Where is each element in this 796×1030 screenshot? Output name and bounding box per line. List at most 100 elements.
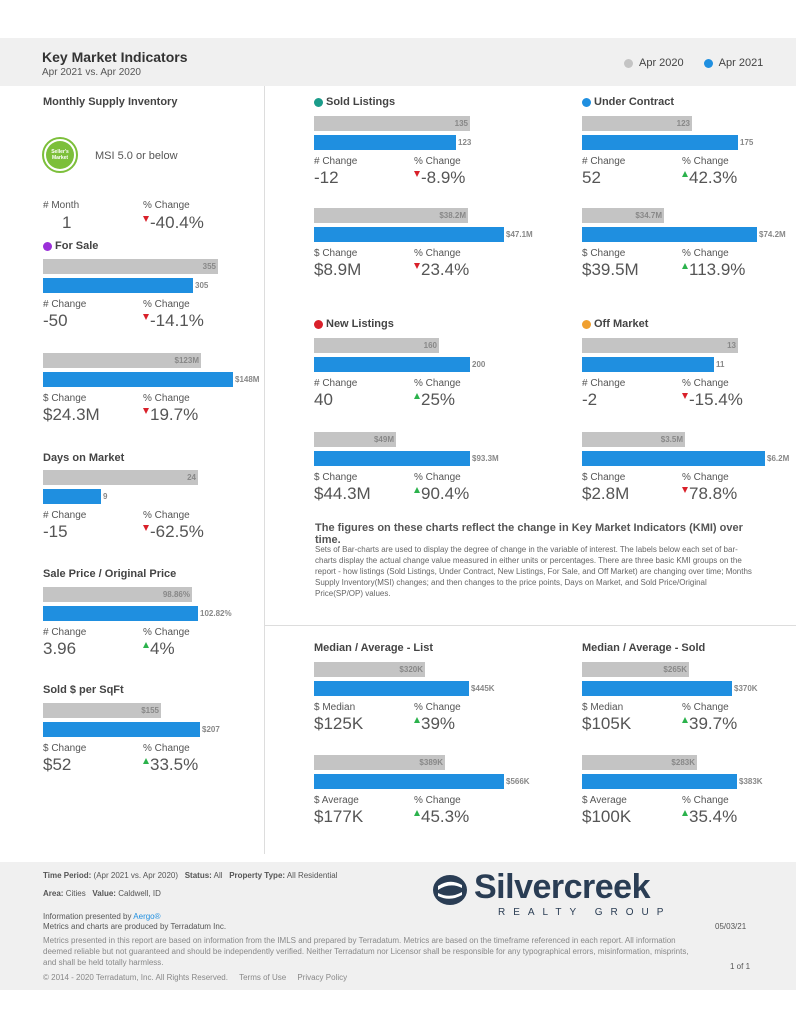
off-market-count-pct: -15.4% <box>682 390 743 410</box>
median-sold-average-bar-curr <box>582 774 737 789</box>
for-sale-dollar-change-label: $ Change <box>43 393 87 404</box>
logo-wordmark: Silvercreek <box>474 868 651 906</box>
footer-area: Area: Cities Value: Caldwell, ID <box>43 889 161 898</box>
days-on-market-pct-label: % Change <box>143 510 190 521</box>
for-sale-dollar-pct-value: 19.7% <box>150 405 199 424</box>
sale-price-ratio-bar-curr <box>43 606 198 621</box>
sold-per-sqft-pct: 33.5% <box>143 755 198 775</box>
median-sold-median-change-label: $ Median <box>582 702 624 713</box>
sold-listings-dollar-change-value: $8.9M <box>314 260 362 279</box>
privacy-link[interactable]: Privacy Policy <box>297 973 348 982</box>
status-label: Status: <box>184 871 212 880</box>
for-sale-count-bar-curr-label: 305 <box>195 281 209 290</box>
sold-listings-dollar-bar-prev <box>314 208 468 223</box>
under-contract-count-bar-curr-label: 175 <box>740 138 754 147</box>
value-label: Value: <box>92 889 116 898</box>
sold-listings-count-bar-prev <box>314 116 470 131</box>
sold-listings-dollar-pct: 23.4% <box>414 260 469 280</box>
new-listings-count-pct-value: 25% <box>421 390 456 409</box>
property-type-label: Property Type: <box>229 871 286 880</box>
sale-price-ratio-pct: 4% <box>143 639 175 659</box>
up-arrow-icon <box>414 717 420 723</box>
median-sold-title-text: Median / Average - Sold <box>582 642 706 654</box>
terms-link[interactable]: Terms of Use <box>239 973 287 982</box>
under-contract-dot-icon <box>582 97 591 107</box>
median-sold-median-bar-curr-label: $370K <box>734 684 758 693</box>
median-list-average-bar-curr <box>314 774 504 789</box>
for-sale-title-text: For Sale <box>55 240 99 252</box>
new-listings-dollar-pct: 90.4% <box>414 484 469 504</box>
new-listings-count-pct: 25% <box>414 390 455 410</box>
under-contract-title-text: Under Contract <box>594 96 675 108</box>
under-contract-dollar-bar-curr <box>582 227 757 242</box>
new-listings-dollar-bar-curr-label: $93.3M <box>472 454 499 463</box>
sale-price-ratio-title-text: Sale Price / Original Price <box>43 568 177 580</box>
for-sale-count-pct: -14.1% <box>143 311 204 331</box>
new-listings-count-bar-curr-label: 200 <box>472 360 486 369</box>
under-contract-dollar-pct-label: % Change <box>682 248 729 259</box>
median-list-average-pct: 45.3% <box>414 807 469 827</box>
up-arrow-icon <box>414 393 420 399</box>
sellers-market-badge-icon: Seller's Market <box>42 137 78 173</box>
aergo-link[interactable]: Aergo® <box>133 912 161 921</box>
median-sold-average-change-value: $100K <box>582 807 632 826</box>
msi-pct-label: % Change <box>143 200 190 211</box>
for-sale-dollar-bar-curr-label: $148M <box>235 375 260 384</box>
days-on-market-bar-prev-label: 24 <box>187 473 196 482</box>
under-contract-dollar-bar-prev <box>582 208 664 223</box>
sold-per-sqft-bar-curr <box>43 722 200 737</box>
legend-prev-label: Apr 2020 <box>639 57 684 69</box>
time-period-label: Time Period: <box>43 871 92 880</box>
sale-price-ratio-pct-value: 4% <box>150 639 175 658</box>
median-list-average-bar-prev <box>314 755 445 770</box>
produced-by: Metrics and charts are produced by Terra… <box>43 922 227 931</box>
sold-listings-dot-icon <box>314 97 323 107</box>
area-value: Cities <box>65 889 86 898</box>
presented-by-text: Information presented by <box>43 912 132 921</box>
for-sale-count-pct-value: -14.1% <box>150 311 204 330</box>
report-header <box>0 38 796 86</box>
median-list-median-bar-curr-label: $445K <box>471 684 495 693</box>
off-market-dollar-change-label: $ Change <box>582 472 626 483</box>
under-contract-title: Under Contract <box>582 96 674 108</box>
report-page <box>0 38 796 990</box>
for-sale-dollar-bar-curr <box>43 372 233 387</box>
under-contract-dollar-change-value: $39.5M <box>582 260 639 279</box>
median-list-average-bar-curr-label: $566K <box>506 777 530 786</box>
for-sale-count-change-value: -50 <box>43 311 68 330</box>
median-list-median-bar-curr <box>314 681 469 696</box>
under-contract-dollar-change-label: $ Change <box>582 248 626 259</box>
sold-listings-count-bar-curr-label: 123 <box>458 138 472 147</box>
sale-price-ratio-change-value: 3.96 <box>43 639 77 658</box>
off-market-dollar-bar-prev <box>582 432 685 447</box>
under-contract-dollar-pct-value: 113.9% <box>689 260 746 279</box>
median-sold-median-pct: 39.7% <box>682 714 737 734</box>
up-arrow-icon <box>682 171 688 177</box>
median-list-title: Median / Average - List <box>314 642 433 654</box>
under-contract-count-bar-curr <box>582 135 738 150</box>
copyright: © 2014 - 2020 Terradatum, Inc. All Right… <box>43 973 228 982</box>
down-arrow-icon <box>143 314 149 320</box>
sale-price-ratio-change-label: # Change <box>43 627 87 638</box>
new-listings-dollar-bar-prev <box>314 432 396 447</box>
sold-listings-dollar-bar-curr <box>314 227 504 242</box>
sold-per-sqft-change-label: $ Change <box>43 743 87 754</box>
sold-per-sqft-title-text: Sold $ per SqFt <box>43 684 124 696</box>
down-arrow-icon <box>143 216 149 222</box>
sold-listings-count-change-value: -12 <box>314 168 339 187</box>
sold-per-sqft-bar-prev <box>43 703 161 718</box>
new-listings-dollar-pct-value: 90.4% <box>421 484 470 503</box>
for-sale-dollar-pct: 19.7% <box>143 405 198 425</box>
value-value: Caldwell, ID <box>118 889 161 898</box>
off-market-count-pct-value: -15.4% <box>689 390 743 409</box>
up-arrow-icon <box>682 263 688 269</box>
sold-listings-dollar-pct-value: 23.4% <box>421 260 470 279</box>
new-listings-title: New Listings <box>314 318 394 330</box>
up-arrow-icon <box>414 487 420 493</box>
new-listings-count-bar-prev-label: 160 <box>423 341 437 350</box>
msi-change-value: 1 <box>62 213 72 232</box>
sold-per-sqft-title: Sold $ per SqFt <box>43 684 124 696</box>
for-sale-count-pct-label: % Change <box>143 299 190 310</box>
off-market-count-change-label: # Change <box>582 378 626 389</box>
logo-subtitle: REALTY GROUP <box>498 907 672 918</box>
